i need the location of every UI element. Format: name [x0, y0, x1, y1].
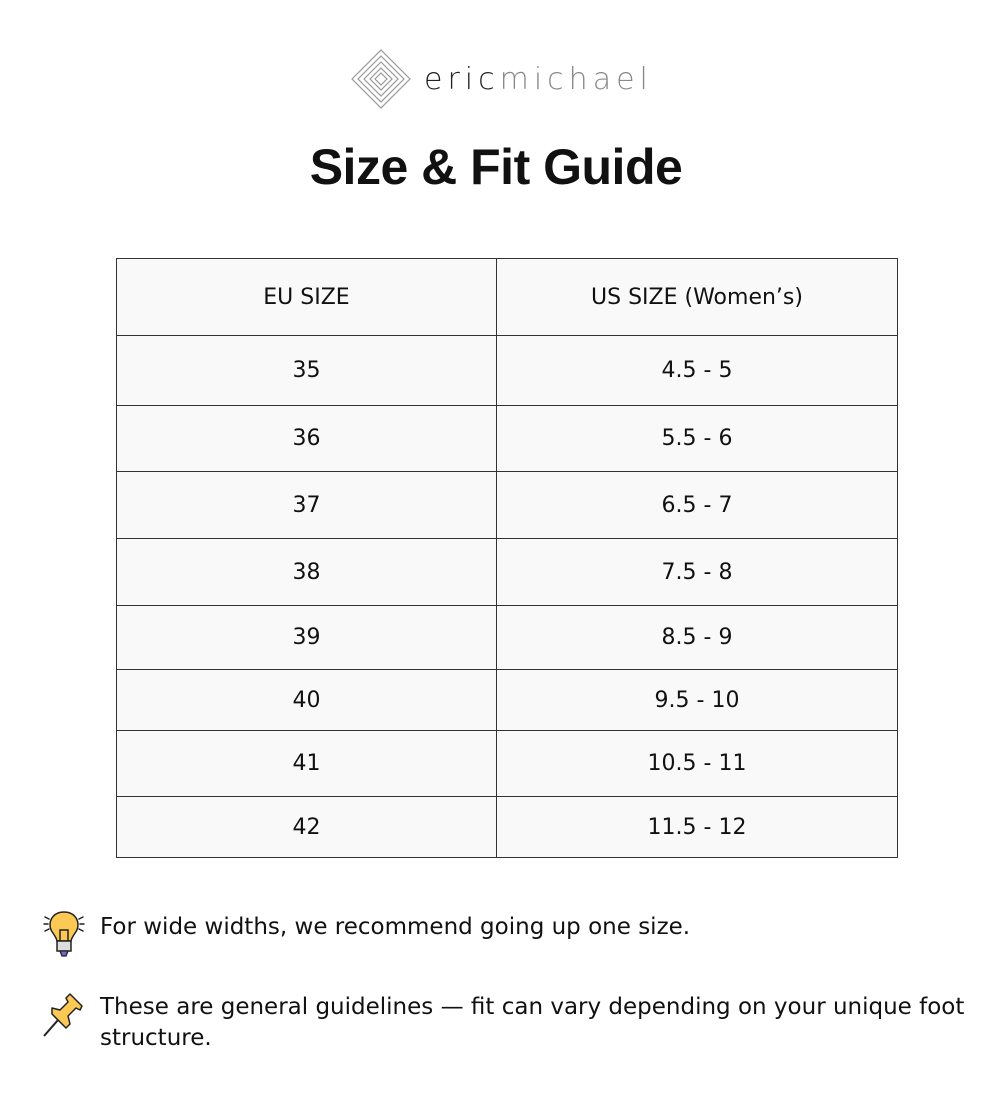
- notes: For wide widths, we recommend going up o…: [40, 911, 980, 1084]
- us-size-cell: 10.5 - 11: [496, 730, 898, 797]
- us-size-cell: 5.5 - 6: [496, 405, 898, 472]
- us-size-cell: 7.5 - 8: [496, 538, 898, 606]
- lightbulb-icon: [43, 911, 85, 957]
- eu-size-cell: 37: [116, 471, 497, 539]
- table-row: 39 8.5 - 9: [116, 605, 898, 670]
- note-text: For wide widths, we recommend going up o…: [100, 914, 691, 940]
- brand-logo: ericmichael: [350, 48, 653, 110]
- note-guidelines: These are general guidelines — fit can v…: [40, 992, 980, 1054]
- header-us-size: US SIZE (Women’s): [496, 258, 898, 336]
- diamond-logo-icon: [351, 49, 411, 109]
- eu-size-cell: 39: [116, 605, 497, 670]
- table-header-row: EU SIZE US SIZE (Women’s): [116, 258, 898, 336]
- size-table: EU SIZE US SIZE (Women’s) 35 4.5 - 5 36 5.…: [116, 258, 898, 858]
- note-text: These are general guidelines — fit can v…: [100, 994, 965, 1051]
- table-row: 36 5.5 - 6: [116, 405, 898, 472]
- us-size-cell: 6.5 - 7: [496, 471, 898, 539]
- eu-size-cell: 36: [116, 405, 497, 472]
- eu-size-cell: 40: [116, 669, 497, 731]
- us-size-cell: 8.5 - 9: [496, 605, 898, 670]
- brand-name-light: michael: [499, 61, 653, 97]
- us-size-cell: 4.5 - 5: [496, 335, 898, 406]
- brand-name-bold: eric: [424, 61, 500, 97]
- header-eu-size: EU SIZE: [116, 258, 497, 336]
- us-size-cell: 11.5 - 12: [496, 796, 898, 858]
- table-row: 38 7.5 - 8: [116, 538, 898, 606]
- eu-size-cell: 38: [116, 538, 497, 606]
- pushpin-icon: [43, 993, 83, 1037]
- page-title: Size & Fit Guide: [309, 139, 683, 195]
- table-row: 35 4.5 - 5: [116, 335, 898, 406]
- eu-size-cell: 35: [116, 335, 497, 406]
- eu-size-cell: 41: [116, 730, 497, 797]
- us-size-cell: 9.5 - 10: [496, 669, 898, 731]
- note-wide-widths: For wide widths, we recommend going up o…: [40, 911, 980, 962]
- table-row: 40 9.5 - 10: [116, 669, 898, 731]
- eu-size-cell: 42: [116, 796, 497, 858]
- table-row: 42 11.5 - 12: [116, 796, 898, 858]
- table-row: 37 6.5 - 7: [116, 471, 898, 539]
- table-row: 41 10.5 - 11: [116, 730, 898, 797]
